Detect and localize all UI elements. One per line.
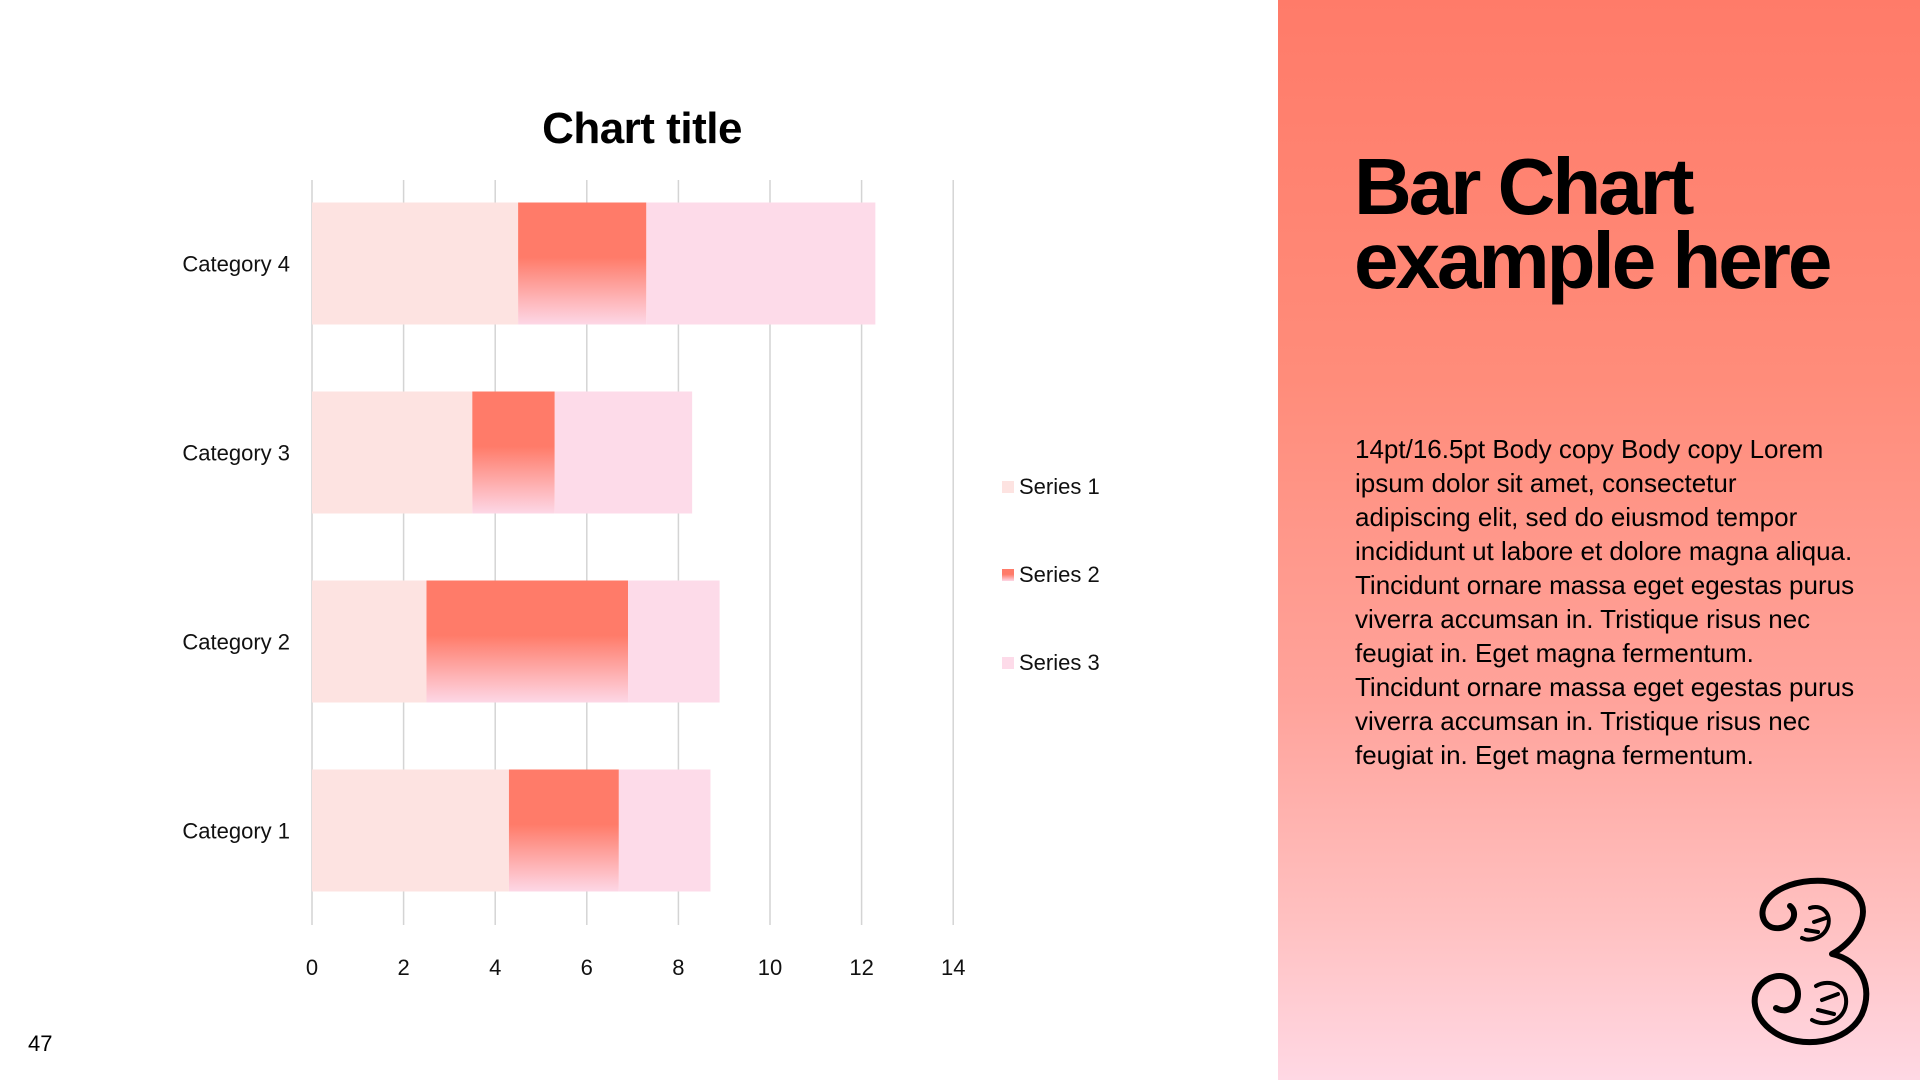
category-label: Category 4 <box>182 252 290 277</box>
legend-label-1: Series 1 <box>1019 474 1100 499</box>
legend-label-2: Series 2 <box>1019 562 1100 587</box>
legend-swatch-2 <box>1002 569 1014 581</box>
headline: Bar Chart example here <box>1354 142 1832 305</box>
bar-2-4 <box>518 202 647 325</box>
x-tick-label: 8 <box>672 955 684 980</box>
x-tick-label: 2 <box>397 955 409 980</box>
x-tick-label: 6 <box>581 955 593 980</box>
x-tick-label: 14 <box>941 955 965 980</box>
bar-3-2 <box>628 580 720 703</box>
bar-2-1 <box>508 769 619 892</box>
bar-1-1 <box>312 769 509 892</box>
category-label: Category 2 <box>182 630 290 655</box>
bar-3-4 <box>646 202 876 325</box>
x-tick-label: 10 <box>758 955 782 980</box>
bar-3-1 <box>618 769 711 892</box>
bar-1-2 <box>312 580 427 703</box>
x-tick-label: 0 <box>306 955 318 980</box>
category-label: Category 1 <box>182 819 290 844</box>
legend-label-3: Series 3 <box>1019 650 1100 675</box>
info-panel: Bar Chart example here 14pt/16.5pt Body … <box>1278 0 1920 1080</box>
bar-1-3 <box>312 391 473 514</box>
bar-1-4 <box>312 202 519 325</box>
body-copy: 14pt/16.5pt Body copy Body copy Lorem ip… <box>1355 434 1855 770</box>
three-logo-icon <box>1751 877 1870 1046</box>
bar-2-3 <box>472 391 555 514</box>
chart-area: Chart title 0 2 4 6 8 10 12 14 Category 1 Categor… <box>28 104 1100 1056</box>
x-tick-label: 4 <box>489 955 501 980</box>
page-number: 47 <box>28 1031 53 1056</box>
legend-swatch-3 <box>1002 657 1014 669</box>
bar-chart: 0 2 4 6 8 10 12 14 Category 1 Category 2 Category … <box>182 180 1100 980</box>
category-label: Category 3 <box>182 441 290 466</box>
chart-title: Chart title <box>542 104 742 153</box>
bar-3-3 <box>554 391 693 514</box>
legend-swatch-1 <box>1002 481 1014 493</box>
bar-2-2 <box>426 580 629 703</box>
x-tick-label: 12 <box>849 955 873 980</box>
